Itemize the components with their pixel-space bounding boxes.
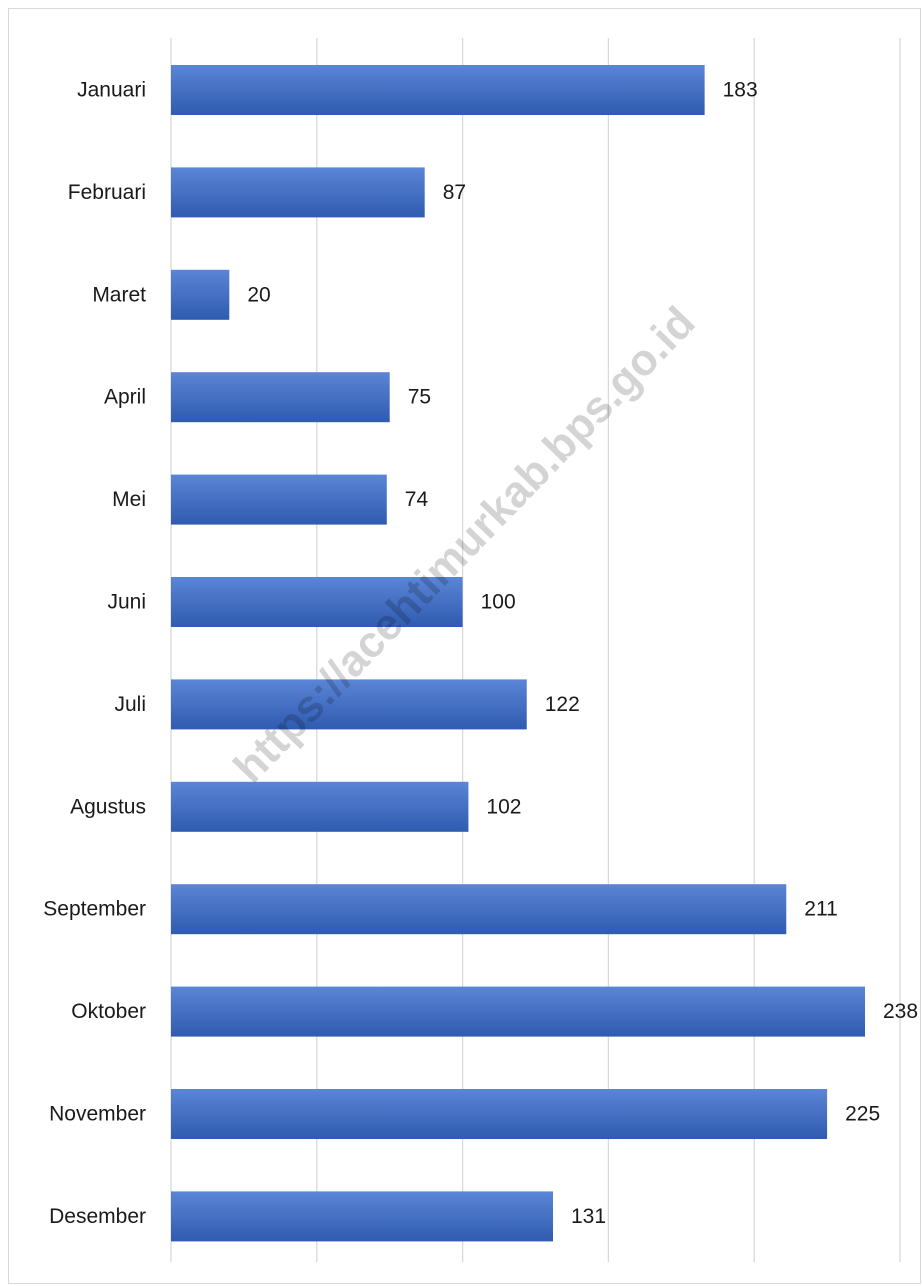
category-label: Januari (77, 79, 146, 102)
category-label: Februari (68, 181, 146, 204)
bar (171, 1089, 828, 1139)
category-label: April (104, 386, 146, 409)
category-labels: Januari Februari Maret April Mei Juni Juli Agus… (43, 79, 146, 1228)
data-label: 122 (545, 693, 580, 716)
bar (171, 884, 787, 935)
bar (171, 167, 425, 218)
bar (171, 474, 387, 525)
data-label: 74 (405, 488, 429, 511)
bar (171, 986, 866, 1037)
value-labels: 183 87 20 75 74 100 122 102 211 238 225 131 (247, 79, 918, 1228)
data-label: 102 (486, 795, 521, 818)
bar (171, 781, 469, 832)
category-label: Oktober (71, 1000, 146, 1023)
category-label: Agustus (70, 795, 146, 818)
gridlines (170, 38, 901, 1262)
data-label: 87 (443, 181, 466, 204)
bar (171, 679, 527, 730)
data-label: 238 (883, 1000, 918, 1023)
bar (171, 65, 705, 115)
bars (171, 65, 866, 1242)
category-label: Mei (112, 488, 146, 511)
data-label: 183 (723, 79, 758, 102)
chart-frame (8, 8, 921, 1284)
category-label: Juni (107, 591, 146, 614)
bar (171, 372, 390, 423)
bar (171, 269, 230, 320)
data-label: 225 (845, 1103, 880, 1126)
data-label: 20 (247, 283, 270, 306)
data-label: 100 (481, 591, 516, 614)
category-label: November (49, 1103, 146, 1126)
category-label: Desember (49, 1205, 146, 1228)
category-label: Maret (92, 283, 146, 306)
data-label: 211 (804, 898, 837, 921)
bar (171, 1191, 553, 1242)
bar (171, 577, 463, 627)
data-label: 131 (571, 1205, 606, 1228)
category-label: Juli (114, 693, 146, 716)
data-label: 75 (408, 386, 431, 409)
category-label: September (43, 898, 146, 921)
